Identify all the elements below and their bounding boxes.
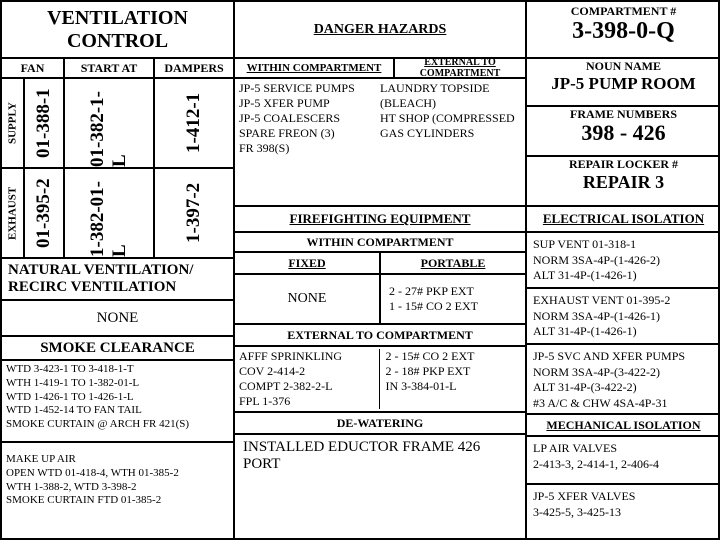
supply-fan: 01-388-1 [25, 79, 63, 167]
supply-label: SUPPLY [2, 79, 23, 167]
comp-num: 3-398-0-Q [527, 19, 720, 43]
eductor: INSTALLED EDUCTOR FRAME 426 PORT [234, 434, 526, 540]
fire-ext-list: AFFF SPRINKLING COV 2-414-2 COMPT 2-382-… [239, 349, 521, 409]
mech-1: LP AIR VALVES 2-413-3, 2-414-1, 2-406-4 [526, 436, 720, 484]
fire-ext-b: 2 - 15# CO 2 EXT 2 - 18# PKP EXT IN 3-38… [380, 349, 522, 409]
portable-hdr: PORTABLE [421, 256, 486, 271]
start-hdr: START AT [64, 58, 154, 78]
nat-vent-hdr: NATURAL VENTILATION/ RECIRC VENTILATION [2, 258, 234, 300]
makeup-list: MAKE UP AIR OPEN WTD 01-418-4, WTH 01-38… [2, 442, 234, 540]
smoke-hdr: SMOKE CLEARANCE [2, 336, 234, 360]
exhaust-label: EXHAUST [2, 169, 23, 257]
compartment-sheet: VENTILATION CONTROL DANGER HAZARDS COMPA… [0, 0, 720, 540]
repair-label: REPAIR LOCKER # [527, 157, 720, 172]
comp-label: COMPARTMENT # [527, 2, 720, 19]
danger-hdr: DANGER HAZARDS [314, 22, 447, 38]
frame-num: 398 - 426 [527, 122, 720, 144]
elec-iso-hdr: ELECTRICAL ISOLATION [543, 211, 704, 227]
fire-ext-a: AFFF SPRINKLING COV 2-414-2 COMPT 2-382-… [239, 349, 380, 409]
repair-num: REPAIR 3 [527, 172, 720, 193]
fan-hdr: FAN [2, 58, 64, 78]
hazards-within: JP-5 SERVICE PUMPS JP-5 XFER PUMP JP-5 C… [239, 81, 380, 203]
fire-ext-hdr: EXTERNAL TO COMPARTMENT [234, 324, 526, 346]
within-hdr: WITHIN COMPARTMENT [247, 62, 382, 74]
hazards-list: JP-5 SERVICE PUMPS JP-5 XFER PUMP JP-5 C… [235, 79, 525, 205]
fire-within-hdr: WITHIN COMPARTMENT [234, 232, 526, 252]
dewatering-hdr: DE-WATERING [234, 412, 526, 434]
fixed-none: NONE [234, 274, 380, 324]
exhaust-start: 1-382-01-L [65, 169, 153, 257]
title: VENTILATION CONTROL [2, 2, 233, 57]
portable-list: 2 - 27# PKP EXT 1 - 15# CO 2 EXT [380, 274, 526, 324]
exhaust-damp: 1-397-2 [155, 169, 233, 257]
mech-iso-hdr: MECHANICAL ISOLATION [546, 418, 700, 433]
nat-vent-none: NONE [2, 300, 234, 336]
fire-eq-hdr: FIREFIGHTING EQUIPMENT [290, 211, 471, 227]
hazards-external: LAUNDRY TOPSIDE (BLEACH) HT SHOP (COMPRE… [380, 81, 521, 203]
elec-1: SUP VENT 01-318-1 NORM 3SA-4P-(1-426-2) … [526, 232, 720, 288]
noun-label: NOUN NAME [527, 59, 720, 74]
fixed-hdr: FIXED [288, 256, 325, 271]
supply-start: 01-382-1-L [65, 79, 153, 167]
supply-damp: 1-412-1 [155, 79, 233, 167]
exhaust-fan: 01-395-2 [25, 169, 63, 257]
elec-3: JP-5 SVC AND XFER PUMPS NORM 3SA-4P-(3-4… [526, 344, 720, 414]
noun-name: JP-5 PUMP ROOM [527, 74, 720, 94]
elec-2: EXHAUST VENT 01-395-2 NORM 3SA-4P-(1-426… [526, 288, 720, 344]
ext-hdr: EXTERNAL TO COMPARTMENT [395, 58, 525, 78]
smoke-list: WTD 3-423-1 TO 3-418-1-T WTH 1-419-1 TO … [2, 360, 234, 442]
mech-2: JP-5 XFER VALVES 3-425-5, 3-425-13 [526, 484, 720, 540]
damp-hdr: DAMPERS [154, 58, 234, 78]
